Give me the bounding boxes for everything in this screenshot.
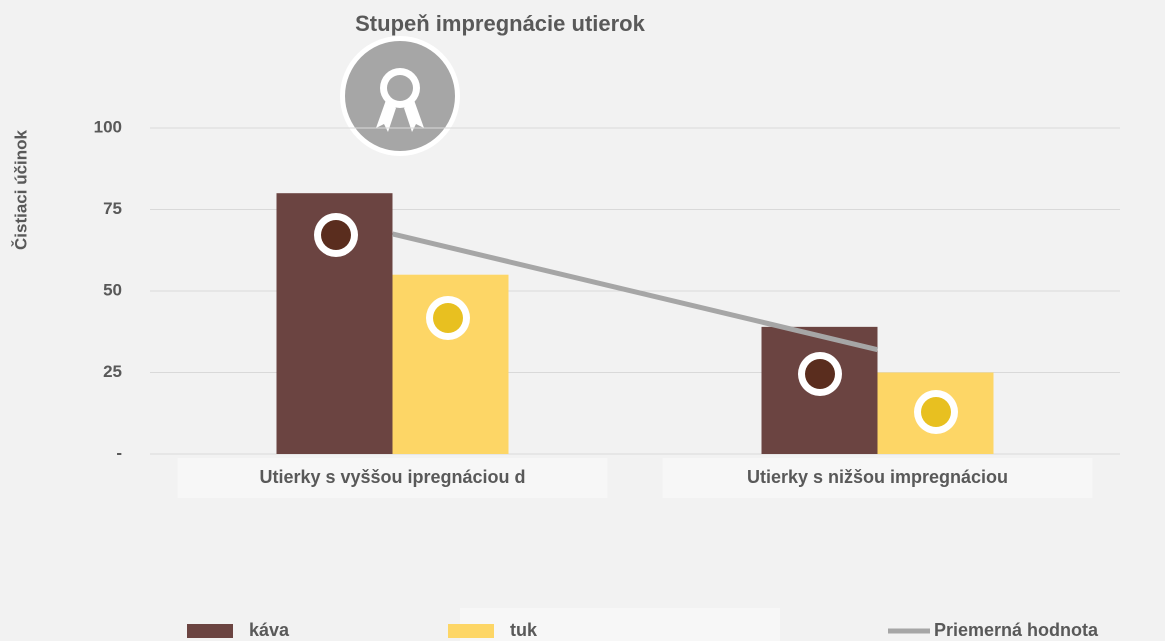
legend-label: Priemerná hodnota xyxy=(934,620,1099,640)
legend-label: tuk xyxy=(510,620,538,640)
y-tick-label: - xyxy=(116,443,122,462)
y-tick-label: 50 xyxy=(103,280,122,299)
award-icon xyxy=(340,36,460,156)
legend-swatch xyxy=(448,624,494,638)
chart: Stupeň impregnácie utierok Čistiaci účin… xyxy=(0,0,1165,641)
background xyxy=(0,0,1165,641)
y-axis-label: Čistiaci účinok xyxy=(11,129,30,250)
y-tick-label: 25 xyxy=(103,362,122,381)
legend-swatch xyxy=(187,624,233,638)
y-tick-label: 100 xyxy=(94,117,122,136)
legend-label: káva xyxy=(249,620,290,640)
chart-title: Stupeň impregnácie utierok xyxy=(355,11,645,36)
y-tick-label: 75 xyxy=(103,199,122,218)
x-tick-label: Utierky s vyššou ipregnáciou d xyxy=(259,467,525,487)
x-tick-label: Utierky s nižšou impregnáciou xyxy=(747,467,1008,487)
legend-box xyxy=(460,608,780,641)
